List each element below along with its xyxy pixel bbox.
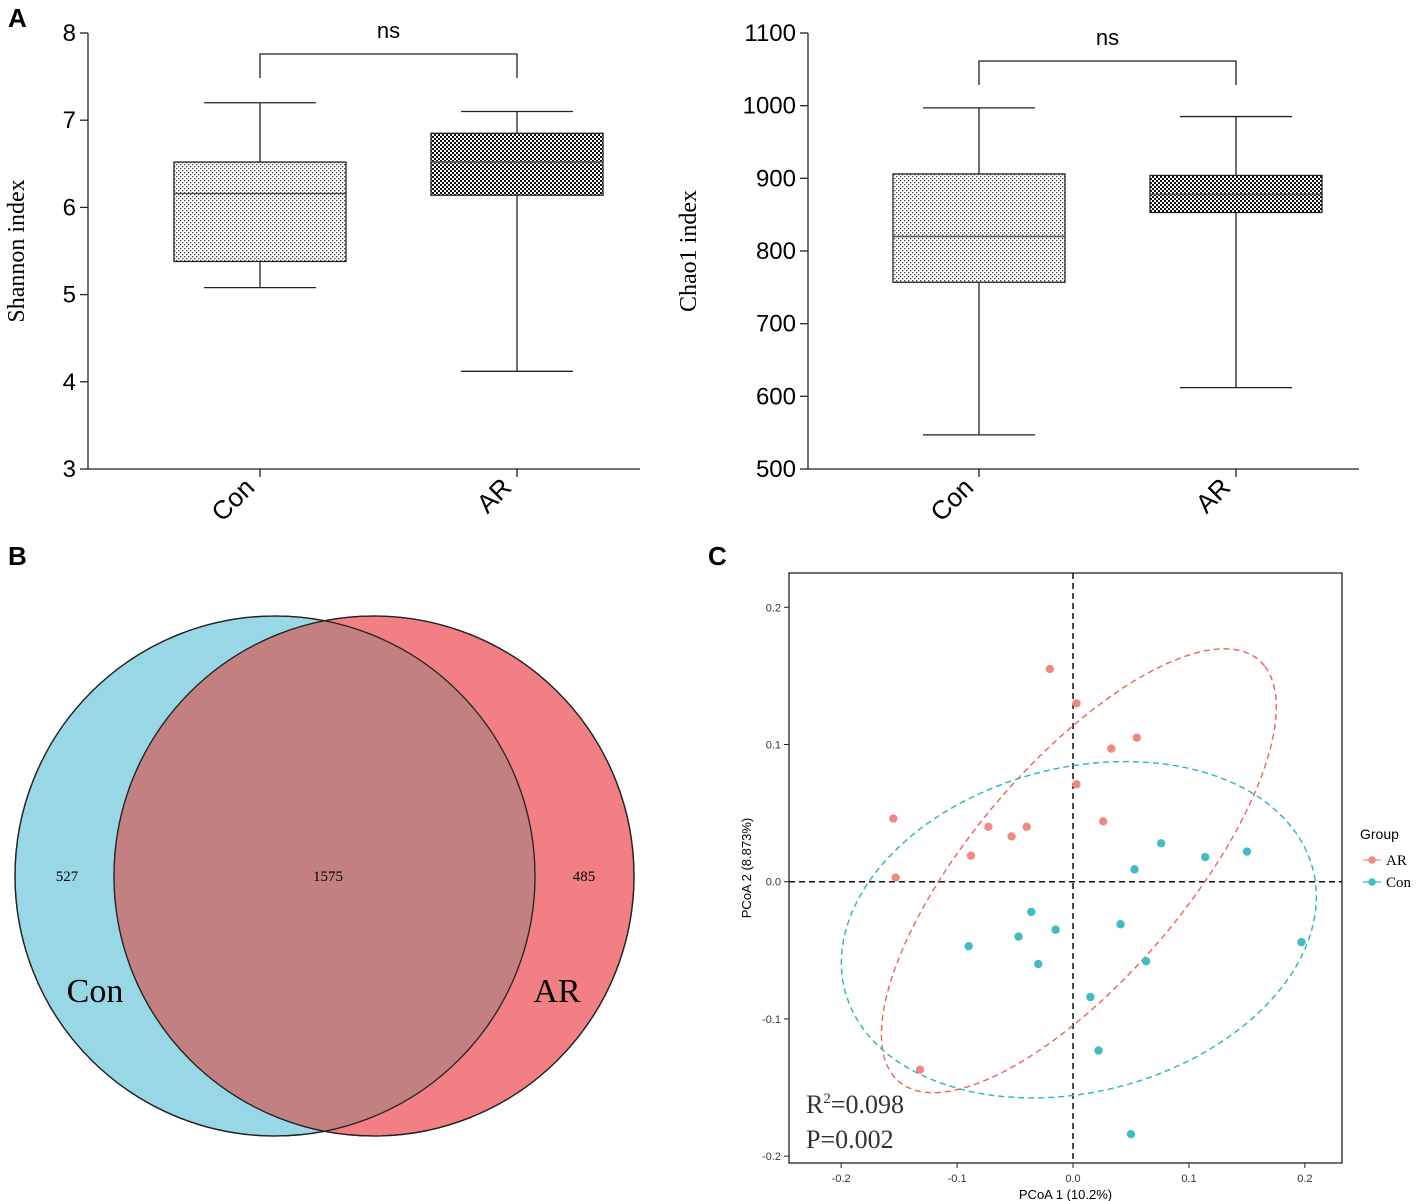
legend-key-dot bbox=[1368, 878, 1376, 886]
y-tick-label: 4 bbox=[63, 369, 76, 396]
point-con bbox=[1200, 852, 1210, 862]
x-tick-label: -0.1 bbox=[948, 1173, 967, 1185]
y-axis-title: Chao1 index bbox=[676, 190, 702, 312]
venn-diagram: 527 1575 485 Con AR bbox=[14, 615, 635, 1137]
x-tick-label: Con bbox=[205, 472, 260, 527]
significance-bracket bbox=[259, 53, 518, 78]
y-tick-label: -0.1 bbox=[762, 1014, 781, 1026]
x-tick-label: 0.1 bbox=[1181, 1173, 1196, 1185]
panel-label-b: B bbox=[8, 541, 27, 571]
venn-label-ar: AR bbox=[533, 973, 581, 1010]
point-con bbox=[1141, 957, 1151, 966]
point-con bbox=[1156, 839, 1166, 848]
ellipse-ar bbox=[880, 648, 1278, 1094]
point-ar bbox=[966, 851, 976, 860]
y-tick-label: 6 bbox=[63, 194, 76, 221]
r2-value: =0.098 bbox=[831, 1090, 904, 1119]
x-tick-label: Con bbox=[924, 472, 979, 527]
y-tick-label: 8 bbox=[63, 20, 76, 47]
legend-label-con: Con bbox=[1386, 875, 1412, 891]
point-ar bbox=[1045, 664, 1055, 674]
point-con bbox=[964, 942, 973, 951]
point-ar bbox=[1098, 817, 1108, 826]
y-axis-title: Shannon index bbox=[4, 179, 30, 322]
y-tick-label: 1000 bbox=[743, 93, 796, 120]
point-con bbox=[1242, 847, 1252, 856]
point-con bbox=[1126, 1129, 1136, 1139]
y-tick-label: -0.2 bbox=[762, 1151, 781, 1163]
y-tick-label: 700 bbox=[756, 311, 796, 338]
y-axis-title: PCoA 2 (8.873%) bbox=[739, 818, 754, 918]
point-ar bbox=[1132, 733, 1141, 742]
shannon-boxplot: 3 4 5 6 7 8 Shannon index Con AR ns bbox=[4, 18, 640, 527]
box-ar bbox=[430, 132, 604, 196]
venn-count-con: 527 bbox=[56, 869, 79, 885]
y-tick-label: 3 bbox=[63, 456, 76, 483]
x-tick-label: 0.0 bbox=[1065, 1173, 1080, 1185]
y-tick-label: 5 bbox=[63, 282, 76, 309]
pcoa-plot: -0.2 -0.1 0.0 0.1 0.2 -0.2 -0.1 0.0 0.1 0.2 PCoA 1… bbox=[739, 572, 1412, 1201]
legend-label-ar: AR bbox=[1386, 853, 1407, 869]
significance-label: ns bbox=[1096, 25, 1119, 50]
point-con bbox=[1086, 992, 1095, 1002]
ellipse-con bbox=[840, 760, 1318, 1099]
point-con bbox=[1034, 959, 1043, 969]
point-ar bbox=[889, 814, 898, 823]
y-tick-label: 900 bbox=[756, 165, 796, 192]
point-ar bbox=[915, 1065, 925, 1074]
y-tick-label: 7 bbox=[63, 107, 76, 134]
venn-count-shared: 1575 bbox=[313, 869, 343, 885]
y-tick-label: 600 bbox=[756, 383, 796, 410]
point-ar bbox=[891, 873, 900, 882]
y-tick-label: 800 bbox=[756, 238, 796, 265]
point-ar bbox=[1072, 699, 1081, 708]
legend-key-dot bbox=[1368, 856, 1376, 864]
x-tick-label: 0.2 bbox=[1297, 1173, 1312, 1185]
venn-outline-con bbox=[14, 615, 536, 1137]
panel-label-c: C bbox=[708, 541, 727, 571]
panel-label-a: A bbox=[8, 3, 27, 33]
point-ar bbox=[1022, 822, 1031, 832]
r2-superscript: 2 bbox=[823, 1091, 831, 1107]
point-ar bbox=[1072, 780, 1081, 789]
y-tick-label: 0.0 bbox=[766, 877, 781, 889]
point-con bbox=[1130, 865, 1139, 874]
y-tick-label: 0.1 bbox=[766, 740, 781, 752]
chao1-boxplot: 500 600 700 800 900 1000 1100 Chao1 index Con AR n… bbox=[676, 20, 1359, 527]
point-con bbox=[1051, 925, 1060, 934]
venn-outline-ar bbox=[113, 615, 635, 1137]
point-con bbox=[1116, 920, 1125, 929]
x-tick-label: AR bbox=[470, 472, 517, 519]
point-con bbox=[1297, 937, 1306, 947]
point-con bbox=[1014, 932, 1023, 941]
r2-stat: R2=0.098 bbox=[806, 1090, 904, 1119]
point-ar bbox=[1007, 832, 1016, 841]
venn-count-ar: 485 bbox=[573, 869, 596, 885]
point-con bbox=[1094, 1046, 1103, 1055]
box-con bbox=[892, 173, 1066, 283]
significance-label: ns bbox=[377, 18, 400, 43]
x-axis-title: PCoA 1 (10.2%) bbox=[1019, 1187, 1112, 1201]
box-con bbox=[173, 161, 347, 263]
y-tick-label: 1100 bbox=[744, 20, 796, 47]
y-tick-label: 0.2 bbox=[766, 602, 781, 614]
point-ar bbox=[984, 822, 993, 832]
venn-label-con: Con bbox=[67, 973, 124, 1010]
x-tick-label: AR bbox=[1189, 472, 1236, 519]
plot-frame bbox=[788, 572, 1343, 1164]
significance-bracket bbox=[978, 60, 1237, 85]
point-con bbox=[1027, 907, 1036, 917]
point-ar bbox=[1107, 744, 1116, 753]
r2-prefix: R bbox=[806, 1090, 824, 1119]
y-tick-label: 500 bbox=[756, 456, 796, 483]
x-tick-label: -0.2 bbox=[832, 1173, 851, 1185]
legend-title: Group bbox=[1360, 826, 1399, 842]
p-value-stat: P=0.002 bbox=[806, 1125, 894, 1154]
